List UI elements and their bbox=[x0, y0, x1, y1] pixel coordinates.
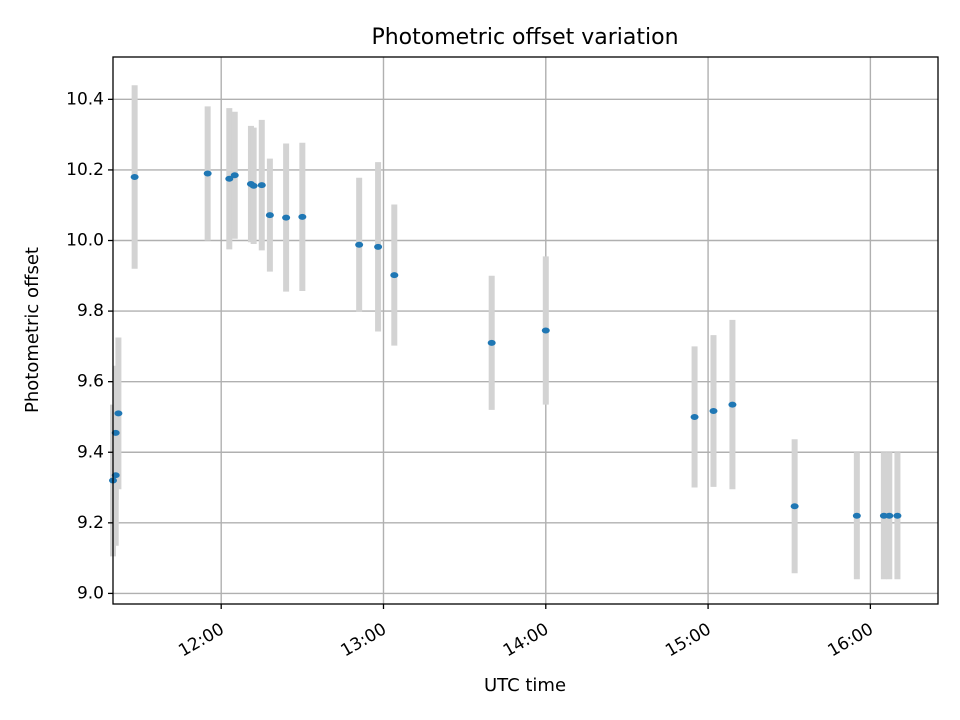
data-point bbox=[130, 173, 139, 180]
data-point bbox=[790, 503, 799, 510]
data-points bbox=[109, 170, 902, 519]
data-point bbox=[390, 272, 399, 279]
data-point bbox=[893, 512, 902, 519]
y-axis-label: Photometric offset bbox=[22, 247, 43, 413]
chart-title: Photometric offset variation bbox=[371, 25, 678, 50]
y-tick-label: 9.8 bbox=[77, 301, 104, 321]
data-point bbox=[225, 175, 234, 182]
y-tick-label: 9.0 bbox=[77, 583, 104, 603]
data-point bbox=[374, 243, 383, 250]
data-point bbox=[230, 172, 239, 179]
y-tick-label: 10.4 bbox=[66, 89, 104, 109]
y-tick-label: 10.2 bbox=[66, 160, 104, 180]
y-tick-label: 9.4 bbox=[77, 442, 104, 462]
data-point bbox=[728, 401, 737, 408]
plot-frame bbox=[112, 56, 939, 605]
y-tick-label: 9.6 bbox=[77, 372, 104, 392]
data-point bbox=[541, 327, 550, 334]
data-point bbox=[203, 170, 212, 177]
data-point bbox=[111, 429, 120, 436]
data-point bbox=[111, 472, 120, 479]
data-point bbox=[249, 182, 258, 189]
data-point bbox=[282, 214, 291, 221]
data-point bbox=[257, 182, 266, 189]
data-point bbox=[852, 512, 861, 519]
data-point bbox=[487, 339, 496, 346]
data-point bbox=[265, 212, 274, 219]
data-point bbox=[298, 213, 307, 220]
data-point bbox=[709, 407, 718, 414]
y-axis-ticks: 9.0 9.2 9.4 9.6 9.8 10.0 10.2 10.4 bbox=[66, 89, 113, 603]
data-point bbox=[114, 410, 123, 417]
y-tick-label: 10.0 bbox=[66, 231, 104, 251]
data-point bbox=[690, 413, 699, 420]
x-axis-label: UTC time bbox=[484, 675, 566, 696]
data-point bbox=[355, 241, 364, 248]
data-point bbox=[885, 512, 894, 519]
y-tick-label: 9.2 bbox=[77, 513, 104, 533]
